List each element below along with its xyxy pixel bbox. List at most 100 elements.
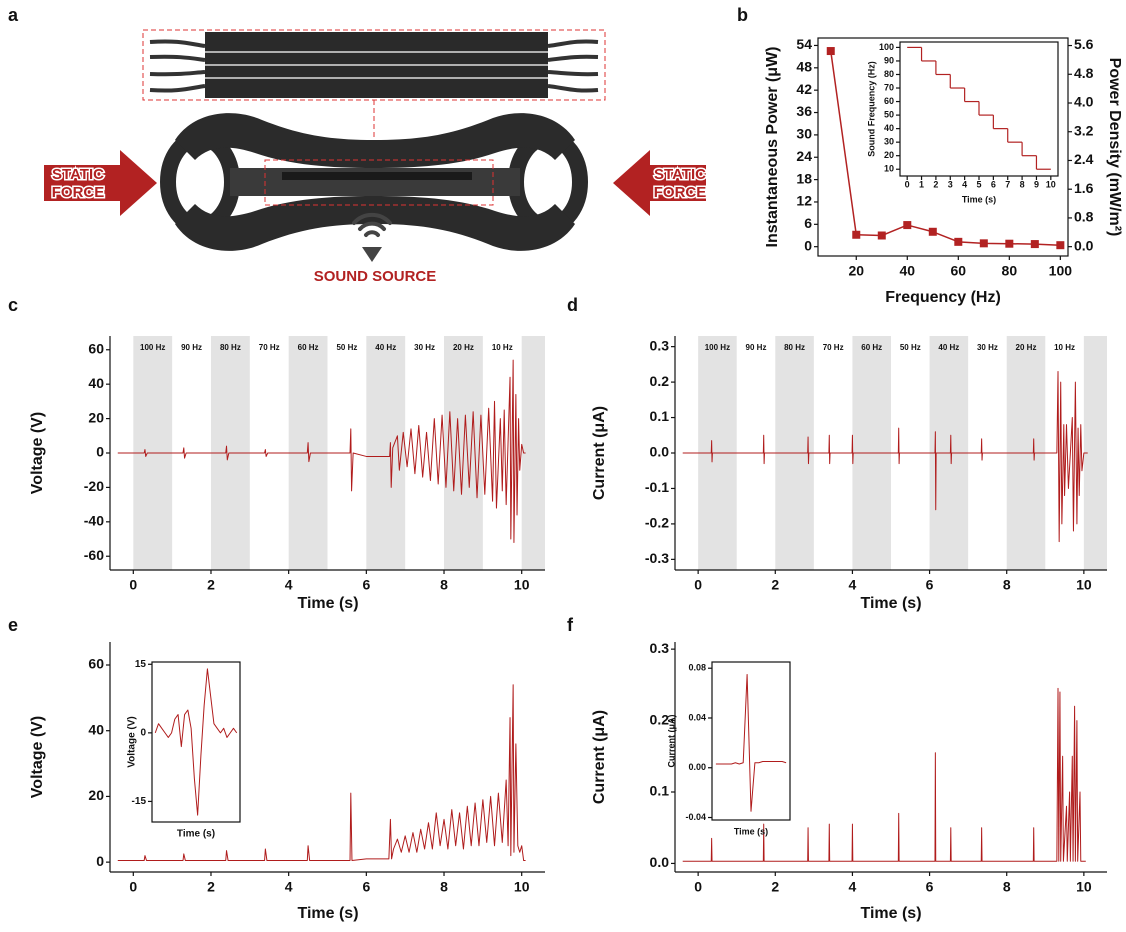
y-tick-label: -15 [132,796,147,807]
y-tick-label: 54 [796,36,812,52]
signal-line [715,673,787,812]
y-axis-label: Current (μA) [591,406,608,500]
x-axis-label: Time (s) [860,905,921,922]
y-tick-label: 0 [140,727,146,738]
force-label: STATIC [52,166,104,183]
x-tick-label: 8 [1003,577,1011,593]
y-tick-label: 30 [884,137,894,147]
x-tick-label: 6 [991,179,996,189]
y-tick-label: 40 [884,123,894,133]
y-tick-label: 0.3 [650,640,670,656]
x-tick-label: 8 [440,577,448,593]
band-label: 50 Hz [336,343,357,352]
x-tick-label: 0 [129,879,137,895]
panel-letter: c [8,295,18,315]
y2-tick-label: 2.4 [1074,151,1094,167]
frequency-band [521,336,545,570]
y-axis-label: Current (μA) [666,714,676,767]
x-tick-label: 20 [848,263,864,279]
band-label: 40 Hz [938,343,959,352]
plot-frame [817,37,1069,257]
band-label: 30 Hz [977,343,998,352]
x-tick-label: 8 [1020,179,1025,189]
y-tick-label: 40 [88,721,104,737]
y-axis-label: Voltage (V) [29,412,46,494]
panel-a: a STATIC FORCE STATIC FORCE SOUND SO [8,5,708,287]
band-label: 80 Hz [784,343,805,352]
x-tick-label: 60 [951,263,967,279]
y-tick-label: 90 [884,55,894,65]
force-label: STATIC [654,166,706,183]
band-label: 70 Hz [823,343,844,352]
x-tick-label: 10 [1076,577,1092,593]
y-tick-label: 0.00 [688,762,706,772]
band-label: 60 Hz [861,343,882,352]
data-marker [1005,239,1014,248]
frequency-band [366,336,406,570]
y-tick-label: 0.2 [650,373,670,389]
x-tick-label: 0 [694,577,702,593]
x-tick-label: 4 [849,577,857,593]
x-tick-label: 8 [440,879,448,895]
sound-label: SOUND SOURCE [314,268,437,285]
y-tick-label: 6 [804,215,812,231]
wires [149,39,599,93]
x-tick-label: 80 [1002,263,1018,279]
x-tick-label: 6 [926,577,934,593]
band-label: 100 Hz [140,343,165,352]
y-tick-label: 70 [884,82,894,92]
y-tick-label: 0.3 [650,337,670,353]
x-axis-label: Time (s) [962,194,996,204]
y-tick-label: 18 [796,170,812,186]
band-label: 80 Hz [220,343,241,352]
x-tick-label: 6 [926,879,934,895]
band-label: 40 Hz [375,343,396,352]
y-tick-label: 0 [96,853,104,869]
y-tick-label: 48 [796,59,812,75]
data-marker [928,227,937,236]
x-tick-label: 10 [1076,879,1092,895]
x-tick-label: 6 [362,879,370,895]
x-axis-label: Frequency (Hz) [885,289,1001,306]
y2-tick-label: 4.8 [1074,65,1094,81]
x-tick-label: 2 [771,577,779,593]
data-marker [826,47,835,56]
x-tick-label: 5 [976,179,981,189]
y-tick-label: 60 [884,96,894,106]
x-tick-label: 40 [899,263,915,279]
y-tick-label: 20 [88,787,104,803]
force-arrow-left [44,150,157,216]
x-tick-label: 7 [1005,179,1010,189]
y-tick-label: 0.04 [688,712,706,722]
force-arrow-right [613,150,706,216]
x-axis-label: Time (s) [297,905,358,922]
x-tick-label: 6 [362,577,370,593]
x-tick-label: 10 [1046,179,1056,189]
force-label: FORCE [52,184,105,201]
y-tick-label: 0.0 [650,854,670,870]
y-tick-label: -0.04 [685,812,706,822]
band-label: 10 Hz [1054,343,1075,352]
y-tick-label: 0.1 [650,783,670,799]
band-label: 90 Hz [746,343,767,352]
x-tick-label: 2 [933,179,938,189]
x-tick-label: 4 [285,577,293,593]
x-axis-label: Time (s) [734,826,768,836]
y-tick-label: 50 [884,109,894,119]
y-axis-label: Voltage (V) [127,716,138,767]
y2-tick-label: 3.2 [1074,122,1094,138]
y-tick-label: 0.0 [650,444,670,460]
band-label: 20 Hz [453,343,474,352]
device-top [175,113,575,168]
x-tick-label: 3 [948,179,953,189]
data-marker [852,230,861,239]
y-tick-label: 0.2 [650,711,670,727]
x-tick-label: 4 [962,179,967,189]
film-layers [205,51,548,79]
y2-tick-label: 1.6 [1074,180,1094,196]
y2-tick-label: 0.8 [1074,209,1094,225]
data-marker [903,221,912,230]
panel-letter: b [737,5,748,25]
x-axis-label: Time (s) [297,595,358,612]
